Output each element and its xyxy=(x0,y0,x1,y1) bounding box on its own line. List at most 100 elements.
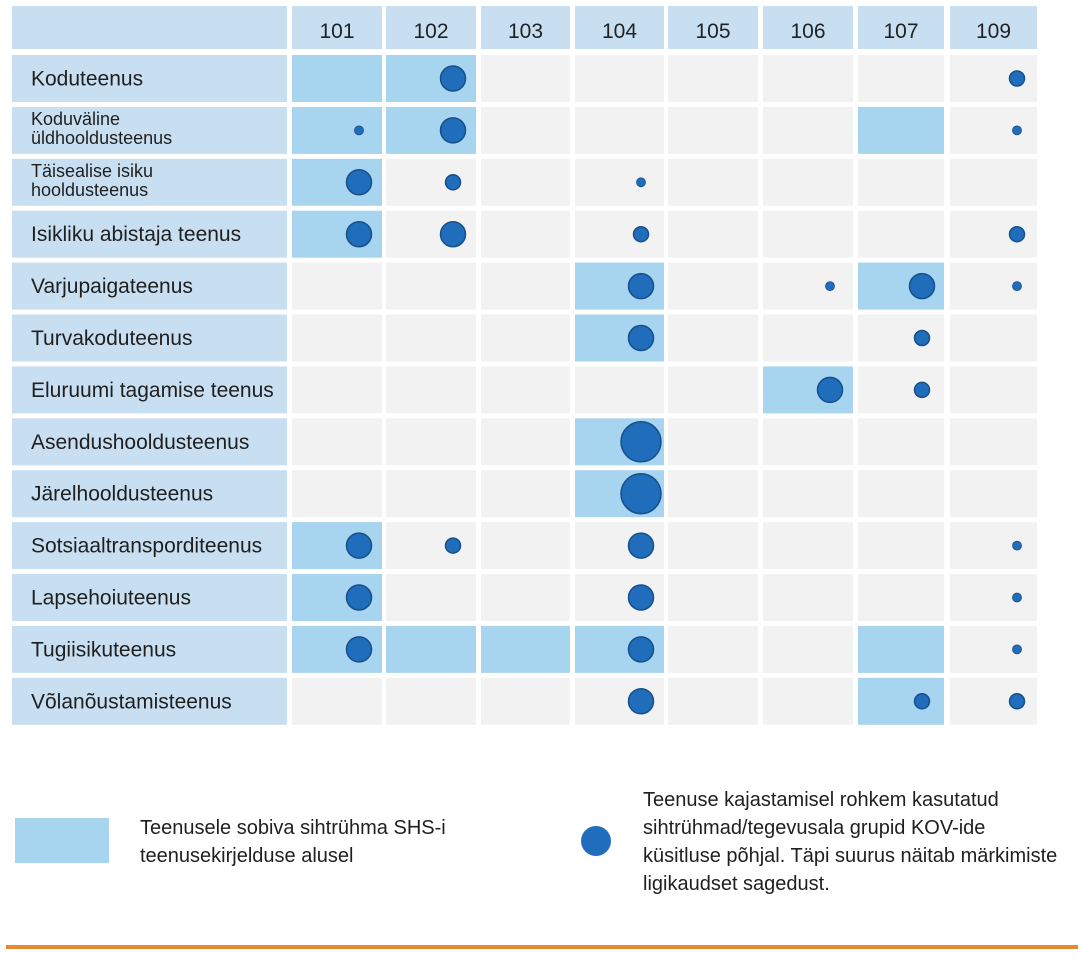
matrix-cell xyxy=(386,677,476,725)
matrix-cell xyxy=(292,366,382,414)
matrix-cell xyxy=(668,55,758,102)
matrix-cell xyxy=(481,55,570,102)
matrix-cell xyxy=(292,314,382,362)
matrix-cell xyxy=(292,677,382,725)
column-header-cell xyxy=(575,6,664,49)
highlight-cell xyxy=(386,625,476,673)
row-label: Võlanõustamisteenus xyxy=(31,690,232,713)
row-label-cell xyxy=(12,366,287,414)
frequency-dot xyxy=(908,272,936,300)
frequency-dot xyxy=(825,281,835,292)
frequency-dot xyxy=(439,117,467,144)
matrix-cell xyxy=(763,470,853,518)
row-label-line: Koduväline xyxy=(31,109,120,129)
matrix-cell xyxy=(950,314,1037,362)
matrix-cell xyxy=(858,574,944,621)
highlight-cell xyxy=(481,625,570,673)
row-label-cell xyxy=(12,314,287,362)
legend-highlight-text: Teenusele sobiva sihtrühma SHS-i teenuse… xyxy=(140,817,446,867)
matrix-cell xyxy=(668,418,758,466)
column-header-label: 105 xyxy=(695,20,730,43)
column-header-cell xyxy=(858,6,944,49)
row-label-cell xyxy=(12,158,287,206)
matrix-cell xyxy=(668,210,758,258)
matrix-cell xyxy=(668,574,758,621)
frequency-dot xyxy=(632,225,650,243)
frequency-dot xyxy=(345,169,373,196)
matrix-cell xyxy=(763,314,853,362)
row-label: Sotsiaaltranspordi­teenus xyxy=(31,535,262,558)
matrix-cell xyxy=(858,158,944,206)
row-label: Asendushooldusteenus xyxy=(31,431,249,454)
matrix-cell xyxy=(858,470,944,518)
row-label: Lapsehoiuteenus xyxy=(31,587,191,610)
row-label-cell xyxy=(12,470,287,518)
header-corner-cell xyxy=(12,6,287,49)
matrix-cell xyxy=(950,106,1037,154)
frequency-dot xyxy=(913,329,931,347)
frequency-dot xyxy=(627,636,655,663)
frequency-dot xyxy=(913,381,931,399)
column-header-cell xyxy=(386,6,476,49)
matrix-cell xyxy=(668,262,758,310)
row-label-line: Täisealise isiku xyxy=(31,161,153,181)
highlight-cell xyxy=(292,55,382,102)
matrix-cell xyxy=(575,158,664,206)
row-label-cell xyxy=(12,625,287,673)
frequency-dot xyxy=(444,537,462,554)
row-label-line: hooldusteenus xyxy=(31,180,148,200)
matrix-cell xyxy=(763,574,853,621)
frequency-dot xyxy=(345,220,373,248)
matrix-cell xyxy=(386,366,476,414)
matrix-cell xyxy=(763,158,853,206)
row-label-cell xyxy=(12,418,287,466)
frequency-dot xyxy=(627,324,655,352)
matrix-cell xyxy=(292,418,382,466)
matrix-cell xyxy=(950,366,1037,414)
frequency-dot xyxy=(439,65,467,92)
matrix-cell xyxy=(858,55,944,102)
matrix-cell xyxy=(481,522,570,570)
matrix-cell xyxy=(386,262,476,310)
matrix-cell xyxy=(763,522,853,570)
frequency-dot xyxy=(627,584,655,611)
column-header-label: 103 xyxy=(508,20,543,43)
matrix-cell xyxy=(481,210,570,258)
matrix-cell xyxy=(481,677,570,725)
matrix-cell xyxy=(858,418,944,466)
row-label: Tugiisikuteenus xyxy=(31,638,176,661)
frequency-dot xyxy=(345,532,373,559)
frequency-dot xyxy=(444,174,462,191)
matrix-cell xyxy=(950,522,1037,570)
matrix-cell xyxy=(763,106,853,154)
row-label-cell xyxy=(12,677,287,725)
matrix-cell xyxy=(763,418,853,466)
matrix-cell xyxy=(858,314,944,362)
row-label-cell xyxy=(12,55,287,102)
highlight-cell xyxy=(292,106,382,154)
frequency-dot xyxy=(627,532,655,559)
matrix-cell xyxy=(386,470,476,518)
frequency-dot xyxy=(620,472,662,515)
frequency-dot xyxy=(345,636,373,663)
matrix-cell xyxy=(950,625,1037,673)
highlight-cell xyxy=(858,106,944,154)
row-label: Isikliku abistaja teenus xyxy=(31,223,241,246)
frequency-dot xyxy=(913,693,931,710)
matrix-cell xyxy=(763,677,853,725)
frequency-dot xyxy=(1008,693,1026,710)
row-label-cell xyxy=(12,522,287,570)
matrix-cell xyxy=(481,470,570,518)
frequency-dot xyxy=(1012,281,1022,292)
frequency-dot xyxy=(354,125,364,136)
matrix-cell xyxy=(386,574,476,621)
matrix-cell xyxy=(481,158,570,206)
matrix-cell xyxy=(858,366,944,414)
matrix-cell xyxy=(950,262,1037,310)
matrix-cell xyxy=(575,106,664,154)
matrix-cell xyxy=(668,314,758,362)
matrix-cell xyxy=(481,418,570,466)
matrix-cell xyxy=(763,210,853,258)
frequency-dot xyxy=(345,584,373,611)
matrix-cell xyxy=(481,106,570,154)
